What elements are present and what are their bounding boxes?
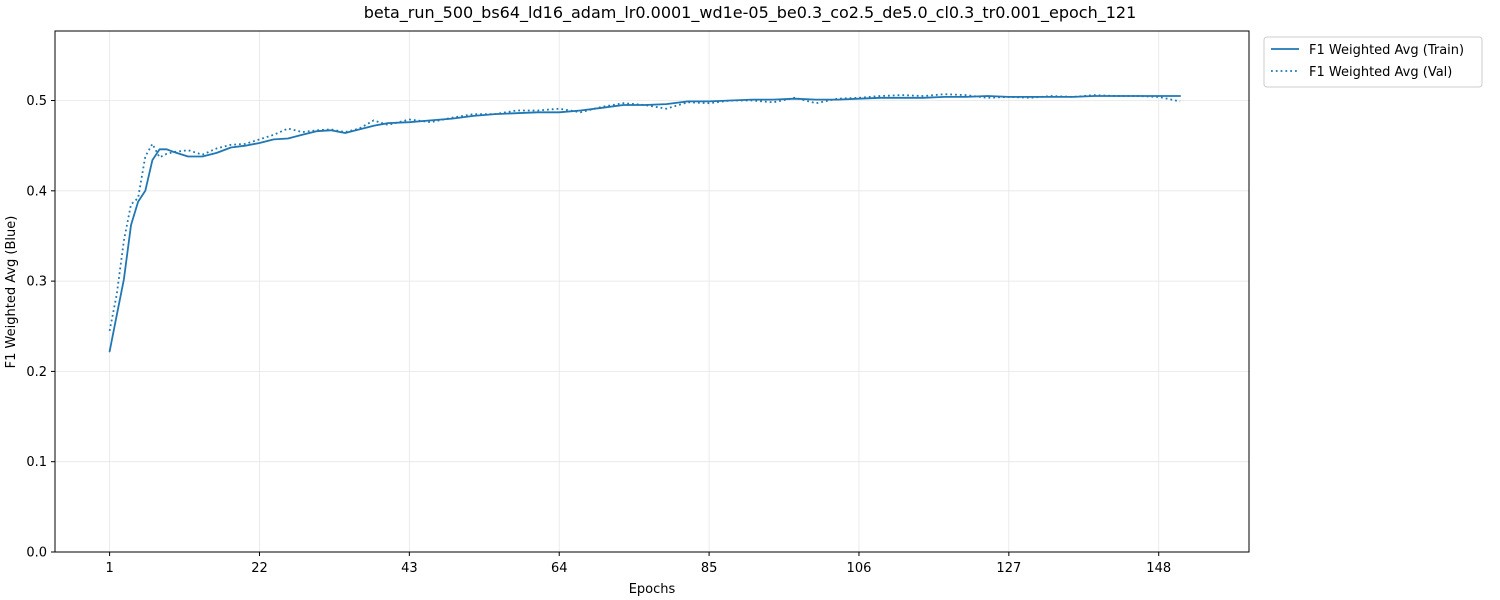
- y-tick-label: 0.5: [26, 94, 47, 109]
- y-tick-label: 0.2: [26, 365, 47, 380]
- legend-label-train: F1 Weighted Avg (Train): [1309, 43, 1464, 58]
- x-axis-label: Epochs: [629, 582, 676, 597]
- chart-title: beta_run_500_bs64_ld16_adam_lr0.0001_wd1…: [364, 3, 1137, 23]
- x-tick-label: 64: [551, 561, 568, 576]
- x-tick-label: 22: [251, 561, 268, 576]
- y-axis-label: F1 Weighted Avg (Blue): [4, 216, 19, 369]
- x-tick-label: 85: [701, 561, 718, 576]
- x-tick-label: 43: [401, 561, 418, 576]
- x-axis: 1 22 43 64 85 106 127 148: [105, 552, 1171, 576]
- legend-label-val: F1 Weighted Avg (Val): [1309, 65, 1452, 80]
- series-layer: [108, 93, 1181, 353]
- y-axis: 0.0 0.1 0.2 0.3 0.4 0.5: [26, 94, 55, 561]
- x-tick-label: 127: [996, 561, 1021, 576]
- plot-area: [55, 31, 1249, 552]
- y-tick-label: 0.3: [26, 275, 47, 290]
- legend-box: [1263, 36, 1483, 88]
- legend: F1 Weighted Avg (Train) F1 Weighted Avg …: [1263, 36, 1483, 88]
- x-tick-label: 148: [1146, 561, 1171, 576]
- x-tick-label: 1: [105, 561, 113, 576]
- y-tick-label: 0.0: [26, 546, 47, 561]
- y-tick-label: 0.4: [26, 184, 47, 199]
- x-tick-label: 106: [847, 561, 872, 576]
- y-tick-label: 0.1: [26, 455, 47, 470]
- plot-frame: [54, 30, 1250, 553]
- train-series-line: [108, 95, 1181, 353]
